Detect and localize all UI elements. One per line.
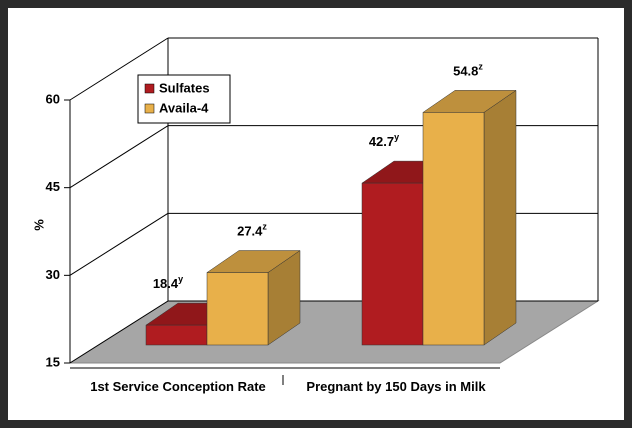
x-tick-label: 1st Service Conception Rate [90, 379, 266, 394]
y-tick-label: 45 [46, 179, 60, 194]
data-label: 18.4y [153, 275, 183, 292]
y-tick-label: 60 [46, 91, 60, 106]
chart-area: % 15 30 45 60 18.4y 27.4z 42.7y 54.8z Sulfates Av… [8, 8, 624, 420]
data-label-letter: z [262, 222, 267, 232]
y-tick-label: 30 [46, 267, 60, 282]
grid-side-line [69, 300, 169, 364]
grid-side-line [69, 125, 169, 189]
data-label-letter: y [178, 275, 183, 285]
legend-box [137, 74, 231, 124]
grid-side-line [69, 37, 169, 101]
x-tick-label: Pregnant by 150 Days in Milk [306, 379, 486, 394]
bar [422, 112, 485, 346]
data-label-letter: z [478, 62, 483, 72]
grid-side-line [69, 212, 169, 276]
y-tick-label: 15 [46, 354, 60, 369]
data-label-value: 27.4 [237, 224, 263, 239]
chart: % 1530456018.4y27.4z42.7y54.8zSulfatesAv… [31, 37, 600, 385]
data-label-value: 42.7 [369, 135, 394, 150]
y-axis-label: % [31, 219, 46, 231]
legend-label: Availa-4 [159, 100, 209, 115]
legend-swatch [144, 83, 155, 94]
data-label-letter: y [394, 132, 399, 142]
bar [145, 324, 208, 346]
data-label-value: 54.8 [453, 64, 478, 79]
bar [361, 182, 424, 346]
data-label: 27.4z [237, 222, 267, 239]
bar [206, 272, 269, 346]
data-label: 54.8z [453, 62, 483, 79]
data-label: 42.7y [369, 132, 399, 149]
bar-side [483, 89, 517, 346]
legend-swatch [144, 103, 155, 114]
data-label-value: 18.4 [153, 277, 179, 292]
legend-label: Sulfates [159, 80, 210, 95]
